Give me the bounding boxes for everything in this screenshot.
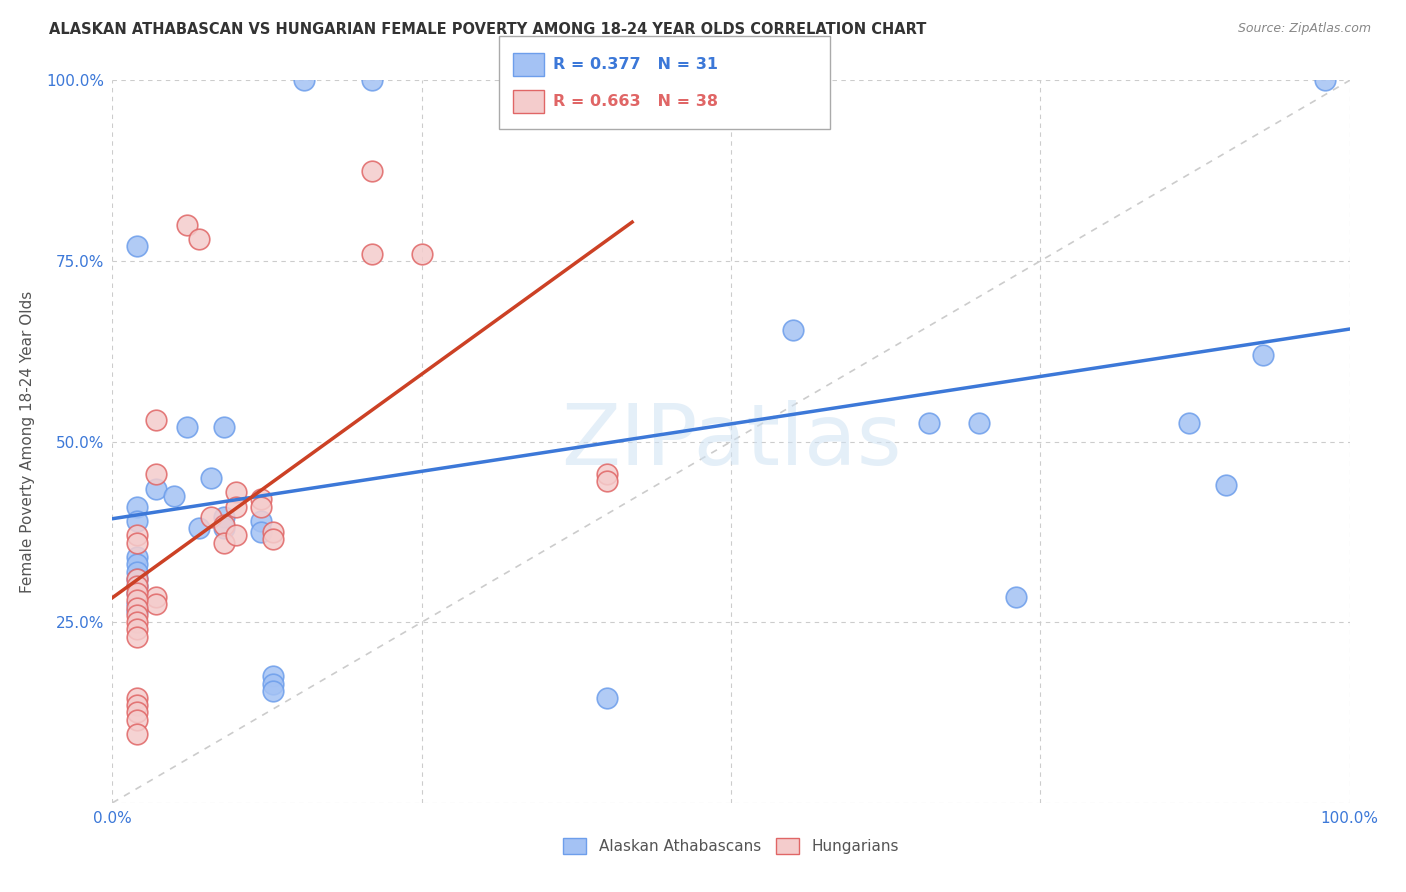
Text: ZIPatlas: ZIPatlas: [561, 400, 901, 483]
Point: [565, 73, 588, 87]
Point: [1004, 590, 1026, 604]
Point: [250, 514, 273, 528]
Point: [145, 597, 167, 611]
Point: [145, 467, 167, 481]
Legend: Alaskan Athabascans, Hungarians: Alaskan Athabascans, Hungarians: [557, 832, 905, 860]
Point: [225, 485, 247, 500]
Text: Source: ZipAtlas.com: Source: ZipAtlas.com: [1237, 22, 1371, 36]
Point: [127, 514, 149, 528]
Point: [967, 417, 990, 431]
Point: [262, 524, 284, 539]
Point: [145, 482, 167, 496]
Point: [1215, 478, 1237, 492]
Point: [127, 597, 149, 611]
Point: [145, 413, 167, 427]
Point: [262, 676, 284, 690]
Point: [596, 691, 619, 706]
Point: [225, 500, 247, 514]
Point: [250, 500, 273, 514]
Point: [127, 579, 149, 593]
Point: [565, 73, 588, 87]
Point: [361, 73, 384, 87]
Point: [127, 550, 149, 565]
Point: [262, 532, 284, 546]
Point: [127, 706, 149, 720]
Point: [411, 246, 433, 260]
Point: [212, 521, 235, 535]
Point: [127, 600, 149, 615]
Point: [262, 669, 284, 683]
Point: [596, 467, 619, 481]
Point: [212, 510, 235, 524]
Point: [212, 535, 235, 549]
Point: [145, 590, 167, 604]
Point: [127, 698, 149, 713]
Point: [782, 322, 804, 336]
Point: [127, 565, 149, 579]
Point: [127, 572, 149, 586]
Point: [127, 630, 149, 644]
Point: [127, 691, 149, 706]
Text: ALASKAN ATHABASCAN VS HUNGARIAN FEMALE POVERTY AMONG 18-24 YEAR OLDS CORRELATION: ALASKAN ATHABASCAN VS HUNGARIAN FEMALE P…: [49, 22, 927, 37]
Point: [176, 218, 198, 232]
Point: [127, 586, 149, 600]
Point: [361, 246, 384, 260]
Point: [918, 417, 941, 431]
Point: [292, 73, 315, 87]
Point: [127, 604, 149, 618]
Point: [361, 163, 384, 178]
Point: [127, 239, 149, 253]
Y-axis label: Female Poverty Among 18-24 Year Olds: Female Poverty Among 18-24 Year Olds: [20, 291, 35, 592]
Point: [127, 579, 149, 593]
Point: [1251, 348, 1274, 362]
Point: [212, 420, 235, 434]
Point: [127, 615, 149, 630]
Point: [250, 524, 273, 539]
Point: [127, 558, 149, 572]
Point: [127, 727, 149, 741]
Point: [127, 528, 149, 542]
Point: [176, 420, 198, 434]
Point: [200, 510, 222, 524]
Point: [596, 475, 619, 489]
Point: [127, 572, 149, 586]
Text: R = 0.377   N = 31: R = 0.377 N = 31: [553, 57, 717, 71]
Point: [127, 586, 149, 600]
Point: [1313, 73, 1336, 87]
Point: [127, 535, 149, 549]
Point: [188, 521, 211, 535]
Text: R = 0.663   N = 38: R = 0.663 N = 38: [553, 95, 717, 109]
Point: [262, 683, 284, 698]
Point: [225, 528, 247, 542]
Point: [127, 713, 149, 727]
Point: [212, 517, 235, 532]
Point: [163, 489, 186, 503]
Point: [127, 623, 149, 637]
Point: [127, 607, 149, 622]
Point: [188, 232, 211, 246]
Point: [127, 500, 149, 514]
Point: [250, 492, 273, 507]
Point: [127, 593, 149, 607]
Point: [1178, 417, 1201, 431]
Point: [200, 470, 222, 484]
